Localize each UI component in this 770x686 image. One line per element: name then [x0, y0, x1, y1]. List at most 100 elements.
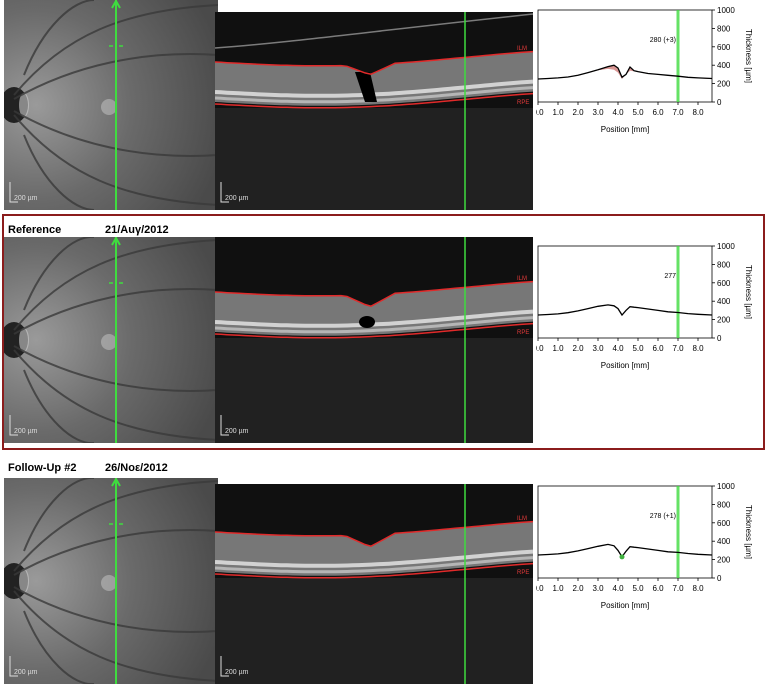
- y-axis-label: Thickness [µm]: [744, 29, 753, 83]
- fovea: [101, 99, 117, 115]
- y-tick-label: 600: [717, 43, 731, 52]
- thickness-chart: 0 200 400 600 800 1000 0.0 1.0 2.0 3.0 4.0 5.0 6.0 7.…: [536, 6, 753, 134]
- scale-bar-label: 200 µm: [14, 428, 38, 435]
- rpe-segmentation-line: [215, 562, 533, 579]
- x-tick-label: 8.0: [692, 108, 704, 117]
- plot-frame: [537, 485, 713, 579]
- y-axis-label: Thickness [µm]: [744, 265, 753, 319]
- ilm-tag: ILM: [517, 516, 527, 522]
- x-tick-label: 5.0: [632, 584, 644, 593]
- ilm-segmentation-line: [215, 50, 533, 75]
- thickness-annotation: 280 (+3): [650, 37, 676, 44]
- x-tick-label: 4.0: [612, 344, 624, 353]
- thickness-chart: 0 200 400 600 800 1000 0.0 1.0 2.0 3.0 4.0 5.0 6.0 7.…: [536, 242, 753, 370]
- y-tick-label: 1000: [717, 6, 735, 15]
- row-3-date: 26/Noε/2012: [105, 462, 168, 474]
- fovea: [101, 575, 117, 591]
- x-axis-label: Position [mm]: [601, 125, 649, 134]
- x-tick-label: 6.0: [652, 344, 664, 353]
- x-tick-label: 7.0: [672, 108, 684, 117]
- x-tick-label: 5.0: [632, 344, 644, 353]
- y-tick-label: 400: [717, 297, 731, 306]
- rpe-tag: RPE: [517, 570, 529, 576]
- thickness-chart: 0 200 400 600 800 1000 0.0 1.0 2.0 3.0 4.0 5.0 6.0 7.…: [536, 482, 753, 610]
- y-tick-label: 200: [717, 316, 731, 325]
- y-tick-label: 0: [717, 574, 722, 583]
- thickness-annotation: 277: [664, 273, 676, 280]
- row-2-title: Reference: [8, 224, 62, 236]
- thickness-line: [537, 64, 713, 80]
- plot-frame: [537, 9, 713, 103]
- scale-bar-label: 200 µm: [14, 195, 38, 202]
- oct-bscan: ILM RPE 200 µm: [215, 484, 533, 684]
- scan-direction-arrow-icon: [111, 478, 121, 487]
- y-tick-label: 800: [717, 500, 731, 509]
- x-tick-label: 5.0: [632, 108, 644, 117]
- x-tick-label: 3.0: [592, 584, 604, 593]
- macular-cyst: [359, 316, 375, 328]
- scan-direction-arrow-icon: [111, 237, 121, 246]
- y-tick-label: 200: [717, 556, 731, 565]
- x-tick-label: 2.0: [572, 584, 584, 593]
- x-tick-label: 2.0: [572, 108, 584, 117]
- ilm-tag: ILM: [517, 276, 527, 282]
- reference-highlight-frame: [2, 214, 765, 450]
- oct-bscan: ILM RPE 200 µm: [215, 237, 533, 443]
- fundus-image: 200 µm: [4, 237, 218, 443]
- fundus-image: 200 µm: [4, 478, 218, 684]
- rpe-tag: RPE: [517, 100, 529, 106]
- thickness-annotation: 278 (+1): [650, 513, 676, 520]
- y-tick-label: 600: [717, 279, 731, 288]
- x-tick-label: 0.0: [536, 584, 544, 593]
- scale-bar: [220, 656, 229, 677]
- x-tick-label: 7.0: [672, 584, 684, 593]
- scale-bar: [9, 415, 18, 436]
- ilm-segmentation-line: [215, 520, 533, 548]
- y-tick-label: 0: [717, 334, 722, 343]
- scan-direction-arrow-icon: [111, 0, 121, 9]
- y-tick-label: 400: [717, 537, 731, 546]
- ilm-segmentation-line: [215, 280, 533, 308]
- x-tick-label: 0.0: [536, 344, 544, 353]
- ilm-tag: ILM: [517, 46, 527, 52]
- scale-bar: [220, 182, 229, 203]
- retina-layers: [215, 521, 533, 576]
- y-tick-label: 1000: [717, 242, 735, 251]
- scale-bar: [9, 656, 18, 677]
- rpe-tag: RPE: [517, 330, 529, 336]
- scale-bar-label: 200 µm: [14, 669, 38, 676]
- x-tick-label: 8.0: [692, 344, 704, 353]
- y-tick-label: 0: [717, 98, 722, 107]
- x-tick-label: 8.0: [692, 584, 704, 593]
- y-tick-label: 1000: [717, 482, 735, 491]
- plot-frame: [537, 245, 713, 339]
- scale-bar: [9, 182, 18, 203]
- x-tick-label: 0.0: [536, 108, 544, 117]
- y-tick-label: 800: [717, 260, 731, 269]
- rpe-segmentation-line: [215, 322, 533, 339]
- thickness-line: [537, 304, 713, 317]
- row-2-date: 21/Auγ/2012: [105, 224, 169, 236]
- x-tick-label: 4.0: [612, 108, 624, 117]
- retina-layers: [215, 281, 533, 336]
- y-tick-label: 400: [717, 61, 731, 70]
- fundus-image: 200 µm: [4, 0, 218, 210]
- x-tick-label: 1.0: [552, 344, 564, 353]
- y-axis-label: Thickness [µm]: [744, 505, 753, 559]
- row-3-title: Follow-Up #2: [8, 462, 77, 474]
- x-axis-label: Position [mm]: [601, 601, 649, 610]
- x-tick-label: 2.0: [572, 344, 584, 353]
- macular-cyst: [355, 72, 377, 102]
- x-tick-label: 1.0: [552, 108, 564, 117]
- scale-bar: [220, 415, 229, 436]
- thickness-line: [537, 543, 713, 558]
- x-tick-label: 1.0: [552, 584, 564, 593]
- x-tick-label: 3.0: [592, 344, 604, 353]
- x-tick-label: 3.0: [592, 108, 604, 117]
- thickness-decrease-marker: [619, 554, 625, 560]
- y-tick-label: 600: [717, 519, 731, 528]
- x-tick-label: 7.0: [672, 344, 684, 353]
- x-tick-label: 4.0: [612, 584, 624, 593]
- scale-bar-label: 200 µm: [225, 195, 249, 202]
- rpe-segmentation-line: [215, 92, 533, 109]
